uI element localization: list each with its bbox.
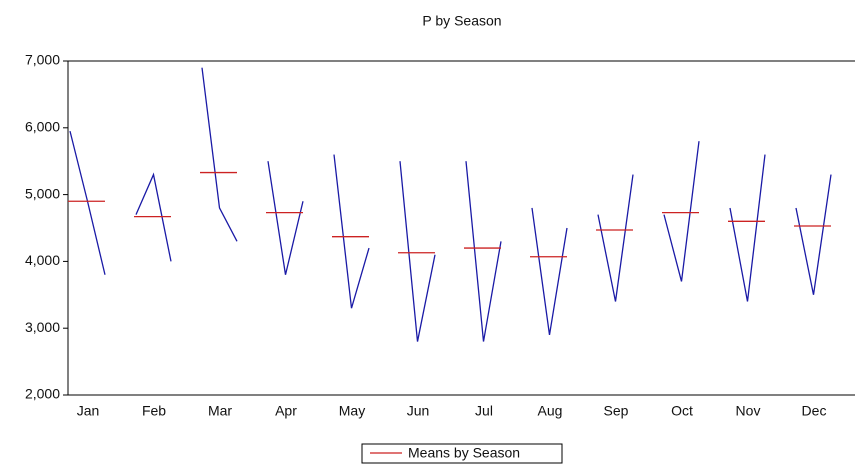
x-tick-label: Mar bbox=[208, 403, 232, 419]
x-tick-label: Nov bbox=[736, 403, 761, 419]
y-tick-label: 4,000 bbox=[25, 252, 60, 268]
x-tick-label: Jan bbox=[77, 403, 100, 419]
x-tick-label: Sep bbox=[604, 403, 629, 419]
x-tick-label: Feb bbox=[142, 403, 166, 419]
x-tick-label: May bbox=[339, 403, 365, 419]
x-tick-label: Oct bbox=[671, 403, 693, 419]
season-line bbox=[201, 67, 238, 242]
season-line bbox=[69, 130, 106, 275]
y-tick-label: 3,000 bbox=[25, 319, 60, 335]
legend-label: Means by Season bbox=[408, 445, 520, 461]
season-line bbox=[663, 141, 700, 282]
season-line bbox=[795, 174, 832, 295]
season-line bbox=[597, 174, 634, 302]
season-line bbox=[333, 154, 370, 309]
y-tick-label: 5,000 bbox=[25, 185, 60, 201]
y-tick-label: 2,000 bbox=[25, 386, 60, 402]
x-tick-label: Apr bbox=[275, 403, 297, 419]
legend-box bbox=[361, 443, 563, 464]
chart-title: P by Season bbox=[422, 13, 501, 29]
season-line bbox=[531, 207, 568, 335]
x-tick-label: Aug bbox=[538, 403, 563, 419]
season-line bbox=[399, 161, 436, 342]
y-tick-label: 7,000 bbox=[25, 52, 60, 68]
x-tick-label: Dec bbox=[802, 403, 827, 419]
season-line bbox=[267, 161, 304, 275]
season-line bbox=[465, 161, 502, 342]
y-tick-label: 6,000 bbox=[25, 119, 60, 135]
season-line bbox=[135, 172, 172, 262]
x-tick-label: Jun bbox=[407, 403, 430, 419]
season-line bbox=[729, 154, 766, 302]
x-tick-label: Jul bbox=[475, 403, 493, 419]
